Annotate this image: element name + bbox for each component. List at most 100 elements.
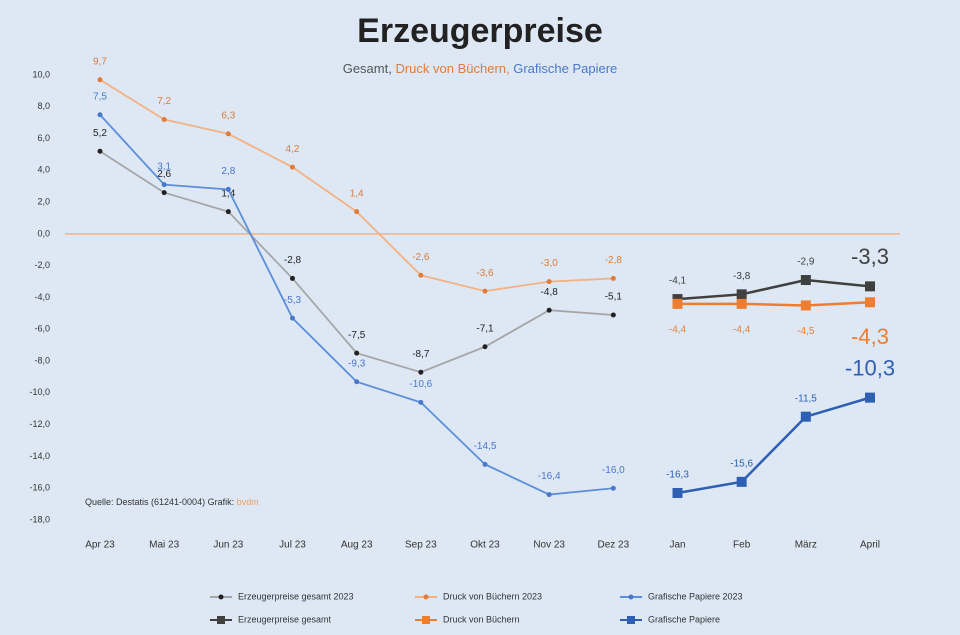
y-tick-label: 8,0: [37, 101, 50, 111]
marker: [354, 209, 360, 215]
data-label: -7,5: [348, 330, 366, 341]
marker: [610, 312, 616, 318]
x-tick-label: Jun 23: [213, 540, 243, 551]
legend-marker: [627, 616, 635, 624]
data-label: -10,6: [409, 379, 432, 390]
y-tick-label: -16,0: [29, 483, 50, 493]
marker: [482, 461, 488, 467]
data-label: -8,7: [412, 349, 430, 360]
data-label: -2,8: [284, 255, 302, 266]
legend-label: Druck von Büchern: [443, 614, 520, 624]
source-part: bvdm: [237, 497, 259, 507]
marker: [97, 77, 103, 83]
marker: [546, 279, 552, 285]
marker: [546, 307, 552, 313]
series-line: [677, 396, 871, 495]
marker: [418, 399, 424, 405]
legend-marker: [217, 616, 225, 624]
marker: [672, 487, 683, 498]
data-label: -16,3: [666, 470, 689, 481]
x-tick-label: Jan: [669, 540, 685, 551]
data-label: -3,0: [541, 258, 559, 269]
x-tick-label: Sep 23: [405, 540, 437, 551]
data-label: -7,1: [476, 323, 494, 334]
data-label: 1,4: [350, 188, 364, 199]
y-tick-label: -6,0: [34, 324, 50, 334]
marker: [290, 315, 295, 321]
data-label: -4,4: [733, 324, 751, 335]
chart-subtitle: Gesamt, Druck von Büchern, Grafische Pap…: [343, 61, 618, 76]
marker: [482, 288, 488, 294]
y-tick-label: 10,0: [32, 69, 50, 79]
subtitle-part: Gesamt,: [343, 61, 396, 76]
data-label: -4,8: [541, 287, 559, 298]
series-line: [677, 278, 871, 301]
marker: [418, 272, 424, 278]
x-tick-label: April: [860, 540, 880, 551]
marker: [97, 148, 103, 154]
marker: [546, 492, 552, 498]
x-tick-label: Dez 23: [597, 540, 629, 551]
source-part: Quelle: Destatis (61241-0004) Grafik:: [85, 497, 237, 507]
marker: [225, 131, 231, 137]
legend-marker: [628, 594, 634, 600]
marker: [418, 369, 424, 375]
marker: [225, 186, 231, 192]
y-tick-label: -2,0: [34, 260, 50, 270]
y-tick-label: 2,0: [37, 197, 50, 207]
data-label: -2,9: [797, 257, 815, 268]
data-label: 3,1: [157, 161, 171, 172]
marker: [865, 297, 875, 308]
data-label: -3,8: [733, 271, 751, 282]
data-label: 2,8: [221, 166, 235, 177]
marker: [800, 411, 811, 422]
marker: [736, 298, 747, 309]
data-label: -4,5: [797, 326, 815, 337]
y-tick-label: -8,0: [34, 355, 50, 365]
marker: [800, 300, 811, 311]
marker: [161, 117, 167, 122]
y-tick-label: -18,0: [29, 514, 50, 524]
data-label: -4,1: [669, 276, 687, 287]
marker: [865, 281, 875, 292]
subtitle-part: Grafische Papiere: [513, 61, 617, 76]
data-label: 5,2: [93, 128, 107, 139]
data-label: -16,0: [602, 465, 625, 476]
y-tick-label: -4,0: [34, 292, 50, 302]
marker: [865, 392, 875, 403]
data-label: -11,5: [795, 393, 817, 404]
x-tick-label: Nov 23: [533, 540, 565, 551]
data-label: 7,5: [93, 91, 107, 102]
data-label: -15,6: [730, 458, 753, 469]
marker: [672, 298, 683, 309]
x-tick-label: Feb: [733, 540, 751, 551]
marker: [482, 344, 488, 350]
marker: [736, 289, 747, 300]
chart-title: Erzeugerpreise: [357, 12, 603, 50]
marker: [800, 275, 811, 286]
legend-label: Druck von Büchern 2023: [443, 591, 542, 601]
legend-label: Grafische Papiere: [648, 614, 720, 624]
data-label: 7,2: [157, 96, 171, 107]
marker: [736, 476, 747, 487]
data-label: -2,6: [412, 252, 430, 263]
data-label: -3,6: [476, 268, 494, 279]
y-tick-label: 4,0: [37, 165, 50, 175]
x-tick-label: Jul 23: [279, 540, 306, 551]
series-line: [677, 301, 871, 307]
data-label: -14,5: [474, 441, 497, 452]
legend-marker: [422, 616, 430, 624]
x-tick-label: Okt 23: [470, 540, 500, 551]
data-label: -5,1: [605, 292, 623, 303]
marker: [161, 190, 167, 196]
legend-marker: [423, 594, 429, 600]
subtitle-part: Druck von Büchern,: [395, 61, 513, 76]
data-label: -9,3: [348, 358, 366, 369]
data-label: -4,4: [669, 324, 687, 335]
data-label: -3,3: [851, 244, 889, 269]
marker: [354, 350, 360, 356]
data-label: 9,7: [93, 56, 107, 67]
legend-label: Grafische Papiere 2023: [648, 591, 743, 601]
data-label: 6,3: [221, 110, 235, 121]
